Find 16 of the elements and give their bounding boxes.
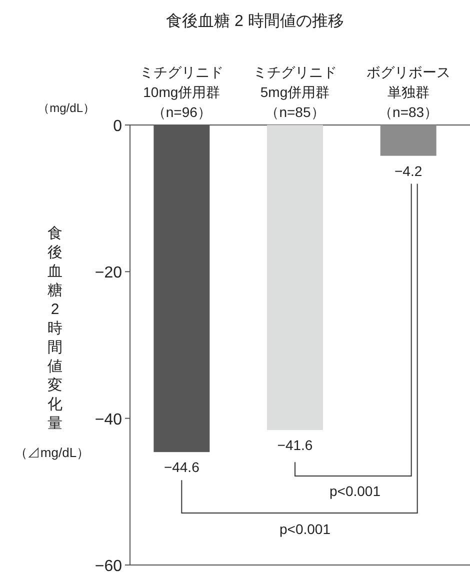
y-tick-label: −40 [94,411,122,428]
data-label: −41.6 [277,437,313,454]
data-label: −44.6 [164,459,200,476]
data-label: −4.2 [394,162,422,179]
x-tick-label: ミチグリニド10mg併用群（n=96） [140,64,224,120]
y-tick-label: −20 [94,264,122,282]
text: （mg/dL） [38,101,95,115]
chart-title: 食後血糖 2 時間値の推移 [166,12,344,30]
x-tick-label: ミチグリニド5mg併用群（n=85） [253,64,337,120]
text: （⊿mg/dL） [14,445,90,460]
y-tick-label: 0 [113,118,122,135]
text: 食後血糖2時間値変化量 [48,225,62,432]
annotation: p<0.001 [330,483,381,499]
annotation: p<0.001 [280,521,331,537]
y-tick-label: −60 [94,558,122,575]
x-tick-label: ボグリボース単独群（n=83） [366,64,450,120]
